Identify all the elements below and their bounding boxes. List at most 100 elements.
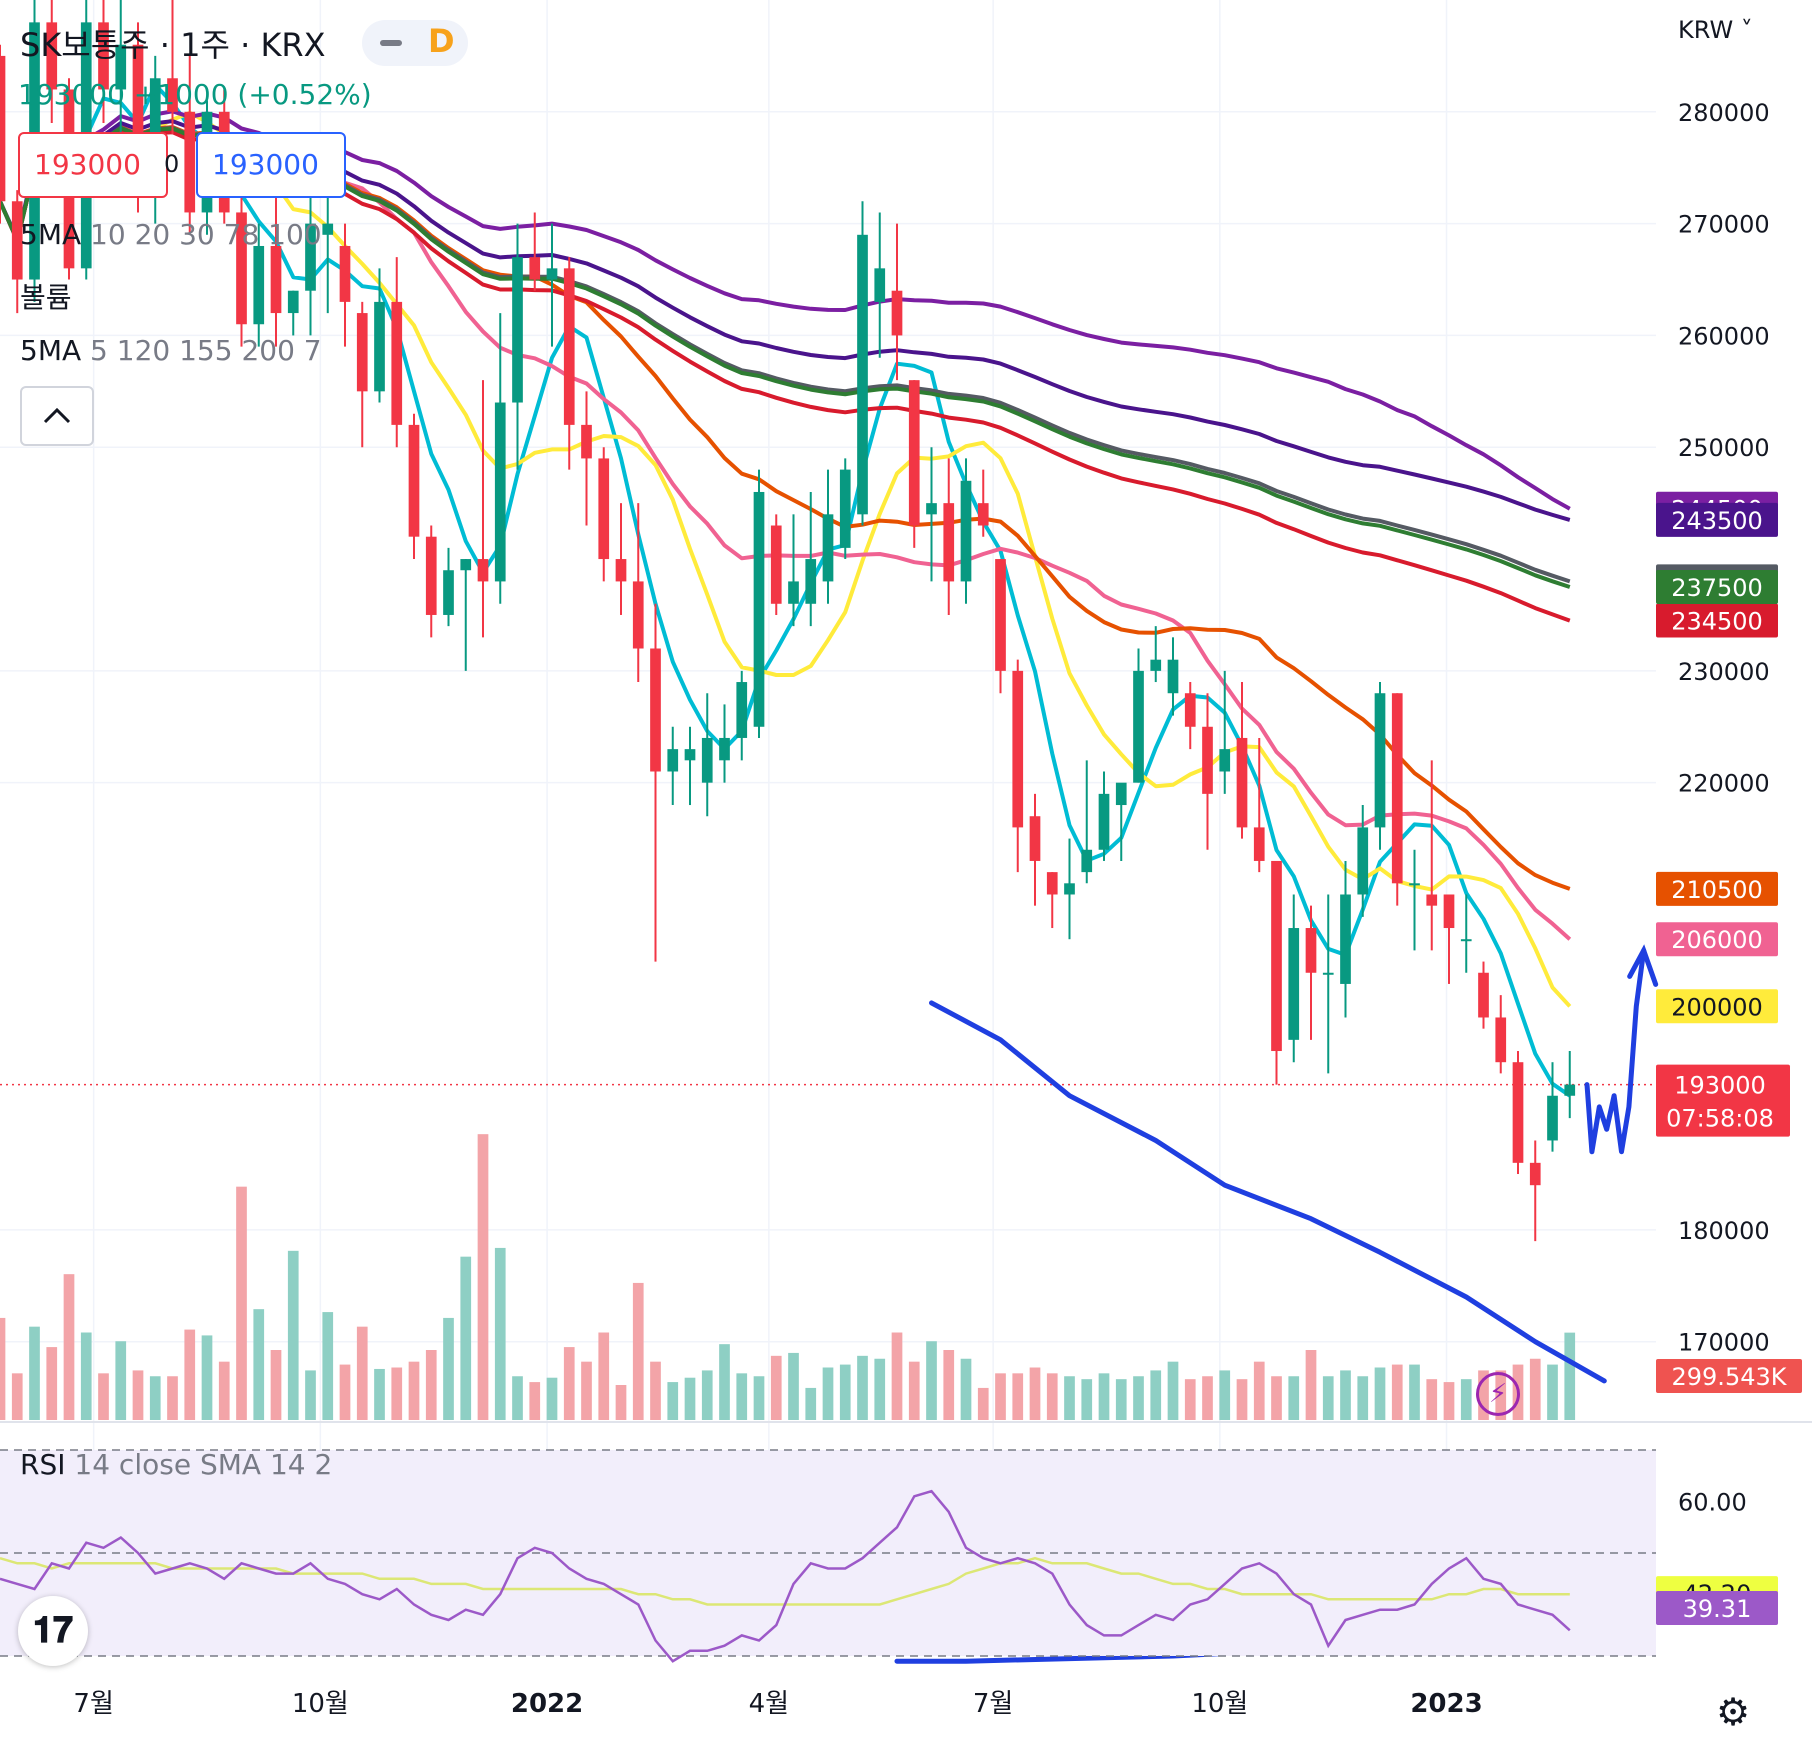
candle-body (995, 559, 1006, 671)
volume-bar (167, 1376, 178, 1420)
volume-bar (184, 1329, 196, 1420)
rsi-line (0, 1489, 1571, 1663)
indicator-name: 5MA (20, 218, 82, 251)
candle-body (253, 245, 265, 325)
volume-bar (1426, 1379, 1438, 1420)
volume-bar (1167, 1361, 1179, 1420)
currency-selector[interactable]: KRW ˅ (1678, 16, 1753, 44)
candle-body (1012, 670, 1024, 828)
candle-body (1443, 894, 1455, 929)
volume-bar (201, 1335, 213, 1420)
candle-body (581, 424, 592, 459)
candle-body (1460, 939, 1472, 942)
buy-button[interactable]: 193000 (196, 132, 346, 198)
x-tick-label: 7월 (73, 1689, 113, 1719)
ma-price-tag-120 (1656, 603, 1778, 638)
candlesticks (0, 0, 1576, 1242)
volume-bar (391, 1367, 403, 1420)
candle-body (167, 78, 178, 112)
y-tick-label: 220000 (1678, 770, 1770, 798)
volume-bar (1288, 1376, 1300, 1420)
candle-body (736, 682, 748, 738)
market-status-pill[interactable]: D (362, 20, 468, 66)
support-trendline (929, 1000, 1607, 1384)
symbol-title[interactable]: SK보통주 · 1주 · KRX (20, 26, 326, 64)
indicator-params: 5 120 155 200 7 (90, 334, 322, 367)
volume-bar (563, 1347, 575, 1420)
candle-body (408, 424, 420, 537)
candle-body (356, 313, 368, 392)
volume-bar (1046, 1373, 1058, 1420)
candle-body (46, 22, 58, 90)
sell-button[interactable]: 193000 (18, 132, 168, 198)
candle-body (770, 525, 782, 604)
volume-bar (80, 1332, 92, 1420)
ma-indicator-legend-1[interactable]: 5MA 10 20 30 78 100 (20, 218, 322, 251)
ma-price-tag-30-label: 210500 (1671, 876, 1763, 904)
x-tick-label: 4월 (749, 1689, 789, 1719)
candle-body (977, 503, 989, 526)
candle-body (667, 749, 679, 772)
candle-body (650, 648, 661, 772)
volume-bar (339, 1364, 351, 1420)
candle-body (270, 245, 282, 314)
volume-bar (615, 1385, 627, 1420)
candle-body (684, 749, 696, 761)
volume-tag (1656, 1359, 1802, 1393)
volume-bar (908, 1361, 920, 1420)
gear-icon[interactable]: ⚙ (1716, 1690, 1751, 1734)
y-tick-label: 270000 (1678, 211, 1770, 239)
rsi-indicator-legend[interactable]: RSI 14 close SMA 14 2 (20, 1448, 332, 1481)
volume-bar (1064, 1376, 1075, 1420)
volume-bar (1357, 1376, 1369, 1420)
volume-bar (149, 1376, 161, 1420)
volume-tag-label: 299.543K (1672, 1363, 1788, 1391)
lightning-icon[interactable]: ⚡ (1476, 1372, 1520, 1416)
volume-bar (839, 1364, 851, 1420)
candle-body (926, 503, 937, 515)
x-tick-label: 10월 (1191, 1689, 1248, 1719)
candle-body (443, 570, 454, 615)
candle-body (701, 737, 713, 783)
price-tags: 1920002000002060002105002445002435002345… (1656, 491, 1802, 1626)
candle-body (874, 268, 886, 302)
volume-bar (1391, 1364, 1403, 1420)
ma-price-tag-20 (1656, 922, 1778, 957)
ma-price-tag-200 (1656, 570, 1778, 605)
candle-body (839, 469, 851, 548)
candle-body (563, 268, 575, 425)
candle-body (632, 581, 644, 649)
volume-bar (443, 1317, 454, 1420)
ma-indicator-legend-2[interactable]: 5MA 5 120 155 200 7 (20, 334, 322, 367)
tradingview-logo-icon[interactable]: 𝟏𝟕 (18, 1596, 88, 1666)
candle-body (1150, 659, 1162, 671)
candle-body (1288, 928, 1300, 1040)
volume-bar (425, 1350, 437, 1420)
volume-bar (46, 1347, 58, 1420)
volume-bar (1012, 1373, 1024, 1420)
last-price-value: 193000 (1674, 1072, 1766, 1100)
volume-bar (512, 1376, 523, 1420)
candle-body (374, 301, 385, 392)
volume-bar (1322, 1376, 1334, 1420)
candle-body (460, 559, 472, 571)
candle-body (1167, 659, 1179, 694)
volume-bar (115, 1341, 127, 1420)
volume-bar (1081, 1379, 1093, 1420)
candle-body (753, 491, 765, 727)
volume-indicator-legend[interactable]: 볼륨 (20, 276, 72, 316)
candle-body (1046, 872, 1058, 895)
volume-bar (736, 1373, 748, 1420)
x-tick-label: 2022 (511, 1689, 583, 1719)
volume-bar (960, 1358, 972, 1420)
volume-bar (650, 1361, 661, 1420)
collapse-legend-button[interactable] (20, 386, 94, 446)
volume-bar (995, 1373, 1006, 1420)
candle-body (425, 536, 437, 615)
indicator-params: 10 20 30 78 100 (90, 218, 322, 251)
minus-icon (380, 40, 402, 46)
volume-bar (822, 1367, 834, 1420)
volume-bar (857, 1355, 868, 1420)
volume-bar (1029, 1367, 1041, 1420)
